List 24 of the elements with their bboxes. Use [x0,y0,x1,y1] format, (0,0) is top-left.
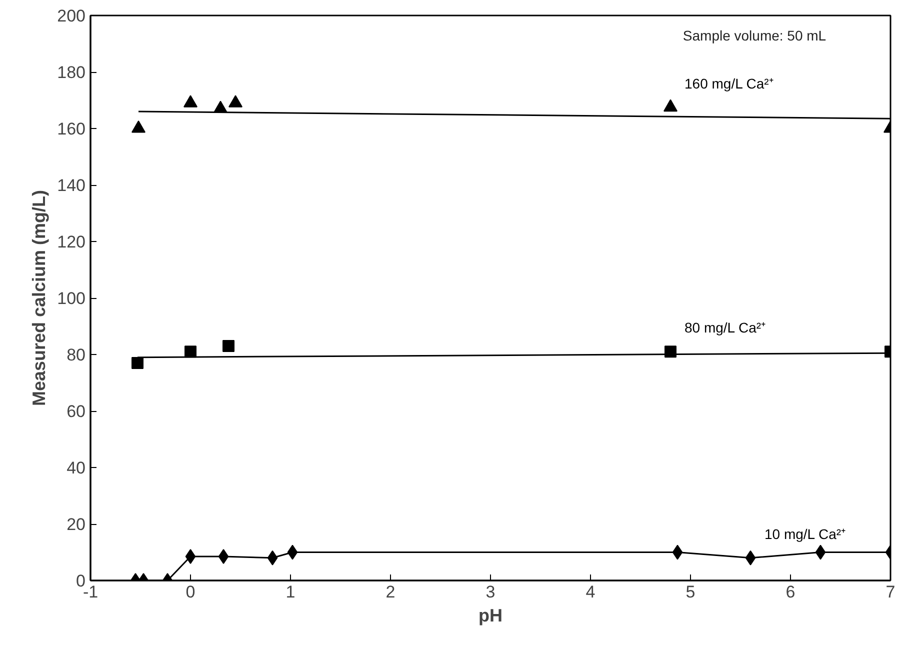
series-label: 160 mg/L Ca²⁺ [684,75,774,92]
y-tick-label: 20 [66,515,86,534]
y-tick-label: 40 [66,458,86,478]
x-axis-title: pH [478,606,503,626]
x-tick-label: 2 [386,582,396,602]
y-tick-label: 120 [57,232,86,252]
y-tick-label: 160 [57,120,86,138]
y-tick-label: 140 [57,176,86,195]
x-tick-label: 1 [286,582,296,602]
y-tick-label: 180 [57,63,86,82]
x-tick-label: 0 [186,582,196,602]
x-tick-label: 3 [486,582,496,602]
y-tick-label: 100 [57,289,86,308]
y-axis-title: Measured calcium (mg/L) [29,190,50,406]
x-tick-label: 5 [686,582,696,602]
y-tick-label: 200 [57,6,86,26]
x-tick-label: 4 [586,582,596,602]
y-tick-label: 60 [66,402,86,421]
y-tick-label: 80 [66,346,86,364]
series-label: 10 mg/L Ca²⁺ [764,526,846,542]
series-label: 80 mg/L Ca²⁺ [684,320,766,336]
x-tick-label: 7 [886,582,896,602]
annotation: Sample volume: 50 mL [682,28,826,44]
x-tick-label: 6 [786,582,796,602]
